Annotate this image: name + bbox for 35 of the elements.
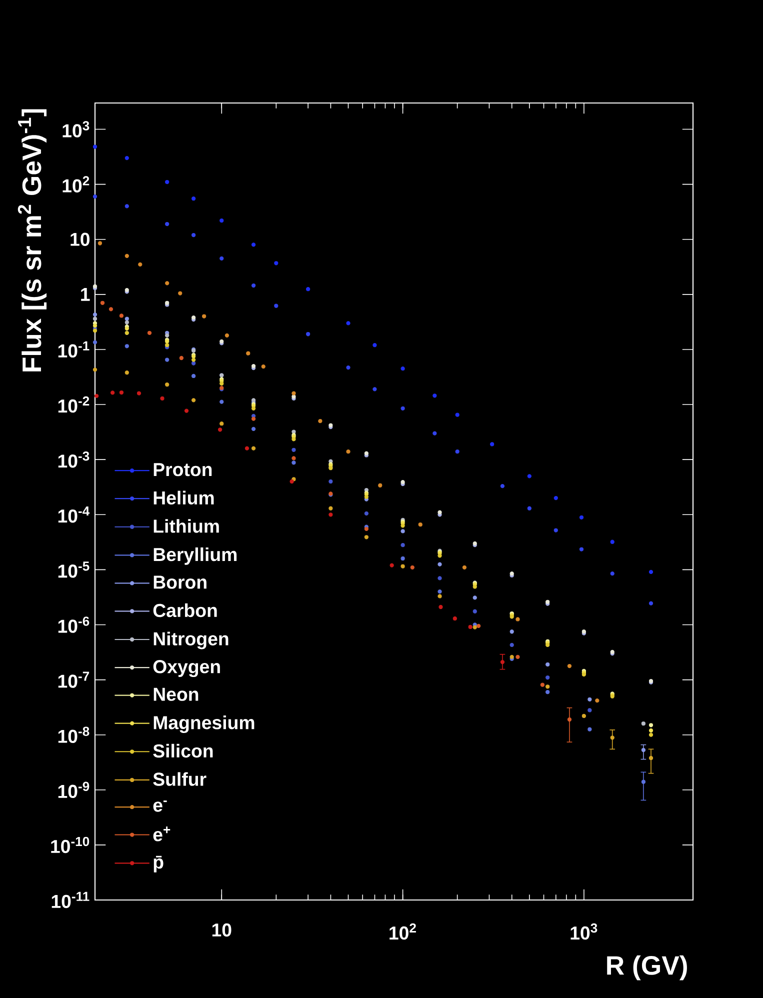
y-tick-label: 1 xyxy=(81,288,90,301)
y-tick-label: 10$^{-8}$ xyxy=(58,726,90,743)
legend-label: Proton xyxy=(154,463,212,476)
y-tick-label: 10 xyxy=(70,232,90,246)
legend-label: Boron xyxy=(154,576,206,589)
y-tick-label: 10$^{3}$ xyxy=(62,121,90,138)
x-tick-label: 10$^{3}$ xyxy=(570,923,598,940)
y-tick-label: 10$^{-9}$ xyxy=(58,782,90,798)
y-tick-label: 10$^{-7}$ xyxy=(58,672,90,688)
y-tick-label: 10$^{-10}$ xyxy=(51,836,90,854)
x-tick-label: 10 xyxy=(212,923,232,937)
legend-label: Nitrogen xyxy=(154,632,228,650)
legend-label: Carbon xyxy=(153,603,217,618)
legend-label: p̄ xyxy=(154,856,164,872)
legend-label: Lithium xyxy=(154,519,219,533)
legend-label: Helium xyxy=(154,490,214,505)
y-tick-label: 10$^{2}$ xyxy=(62,176,90,192)
y-tick-label: 10$^{-11}$ xyxy=(52,892,90,908)
y-tick-label: 10$^{-1}$ xyxy=(58,341,90,358)
legend-label: Sulfur xyxy=(153,772,206,786)
legend-label: Beryllium xyxy=(154,547,237,565)
x-axis-title: R (GV) xyxy=(607,955,687,980)
y-tick-label: 10$^{-4}$ xyxy=(58,506,90,523)
y-tick-label: 10$^{-2}$ xyxy=(58,396,90,413)
x-tick-label: 10$^{2}$ xyxy=(390,923,416,940)
legend-label: e$^{+}$ xyxy=(153,826,170,842)
legend-label: Oxygen xyxy=(153,660,220,678)
legend-label: Neon xyxy=(154,688,198,701)
y-axis-title: Flux [(s sr m$^{2}$ GeV)$^{-1}$] xyxy=(18,109,47,372)
legend-label: e$^{-}$ xyxy=(153,800,167,812)
y-tick-label: 10$^{-6}$ xyxy=(58,616,90,633)
legend-label: Magnesium xyxy=(154,716,254,734)
legend-label: Silicon xyxy=(153,744,213,758)
y-tick-label: 10$^{-3}$ xyxy=(58,451,90,468)
y-tick-label: 10$^{-5}$ xyxy=(58,562,90,578)
